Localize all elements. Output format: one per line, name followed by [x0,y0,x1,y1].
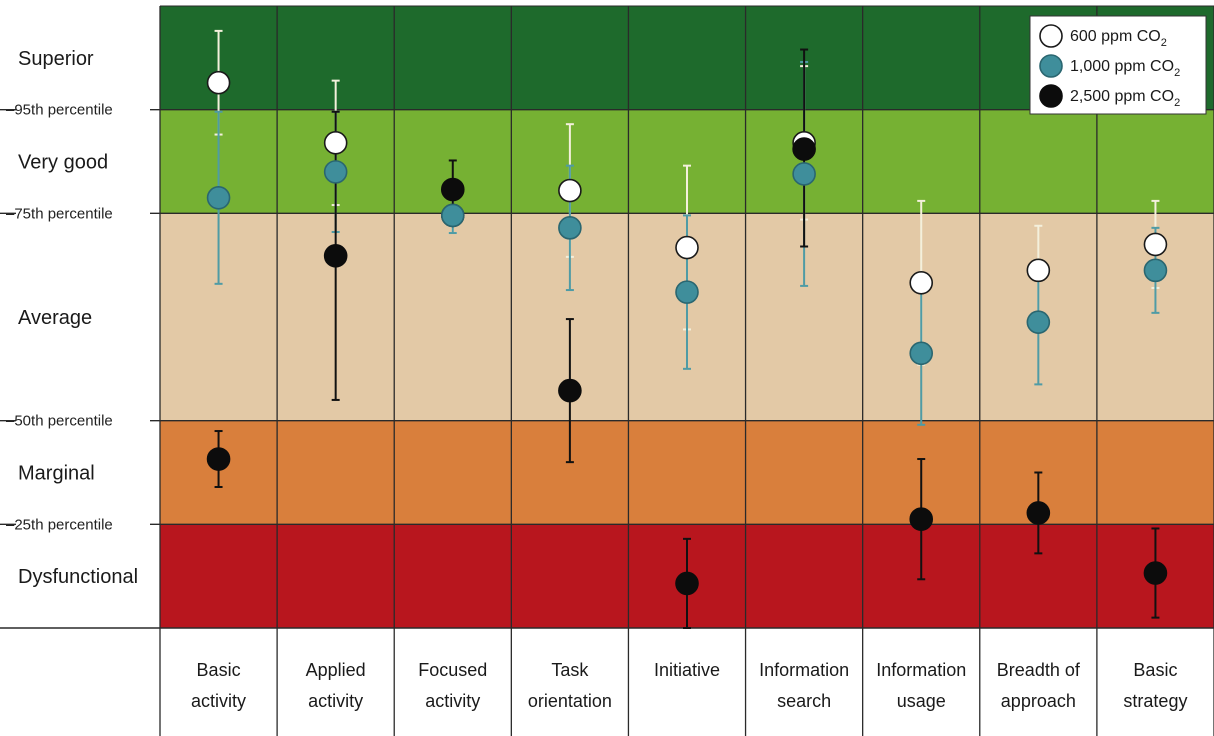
category-label-line1: Basic [197,660,241,680]
legend-label: 2,500 ppm CO2 [1070,88,1180,109]
legend-label: 1,000 ppm CO2 [1070,58,1180,79]
legend-marker [1039,84,1063,108]
point-series-3 [323,244,348,268]
point-series-2 [206,185,231,210]
legend-marker [1039,54,1063,78]
category-label-line1: Breadth of [997,660,1081,680]
band-label: Average [18,307,92,329]
category-label-line2: activity [191,691,246,711]
percentile-labels: –25th percentile –50th percentile –75th pe… [6,100,150,534]
point-series-2 [792,162,816,186]
category-labels: Basic activity Applied activity Focused activ… [191,660,1187,711]
point-series-3 [909,507,934,531]
percentile-label: –95th percentile [6,102,113,119]
point-series-2 [323,160,348,184]
band-label: Very good [18,152,108,174]
percentile-label-bg [16,411,150,430]
legend-marker [1039,24,1063,48]
legend-label: 600 ppm CO2 [1070,28,1167,49]
category-dividers [159,5,1214,736]
percentile-label: –75th percentile [6,205,113,222]
data-points [206,70,1168,596]
band-label: Marginal [18,463,95,485]
category-label-line2: search [777,691,831,711]
percentile-label-bg [16,515,150,534]
point-series-1 [909,270,934,295]
legend-subscript: 2 [1174,67,1180,79]
category-label-line1: Applied [306,660,366,680]
point-series-2 [440,203,465,228]
band-labels: Dysfunctional Marginal Average Very good Sup… [18,48,138,588]
point-series-2 [909,341,934,366]
point-series-2 [1143,258,1168,283]
point-series-3 [558,378,582,403]
band-label: Dysfunctional [18,566,138,588]
category-label-line1: Basic [1133,660,1177,680]
category-label-line2: strategy [1123,691,1187,711]
category-label-line1: Information [876,660,966,680]
point-series-2 [675,280,699,304]
percentile-label: –25th percentile [6,516,113,533]
legend-subscript: 2 [1174,97,1180,109]
point-series-3 [1143,561,1168,585]
point-series-1 [1143,232,1168,257]
percentile-label: –50th percentile [6,413,113,430]
point-series-1 [206,70,231,95]
category-label-line2: approach [1001,691,1076,711]
band-label: Superior [18,48,94,70]
category-label-line2: activity [425,691,480,711]
point-series-3 [1026,501,1051,525]
percentile-lines [0,108,1214,629]
category-label-line2: orientation [528,691,612,711]
point-series-1 [1026,258,1051,283]
legend: 600 ppm CO2 1,000 ppm CO2 2,500 ppm CO2 [1029,15,1207,115]
band-marginal [160,420,1214,525]
category-label-line1: Information [759,660,849,680]
point-series-1 [675,235,699,260]
point-series-2 [1026,310,1051,334]
point-series-1 [558,178,582,203]
legend-subscript: 2 [1161,37,1167,49]
percentile-label-bg [16,204,150,223]
point-series-3 [675,571,699,596]
point-series-3 [792,137,816,161]
point-series-3 [206,447,231,471]
point-series-2 [558,216,582,240]
point-series-3 [440,177,465,202]
category-label-line1: Initiative [654,660,720,680]
percentile-label-bg [16,100,150,119]
category-label-line1: Task [551,660,589,680]
point-series-1 [323,131,348,155]
category-label-line2: activity [308,691,363,711]
category-label-line2: usage [897,691,946,711]
category-label-line1: Focused [418,660,487,680]
